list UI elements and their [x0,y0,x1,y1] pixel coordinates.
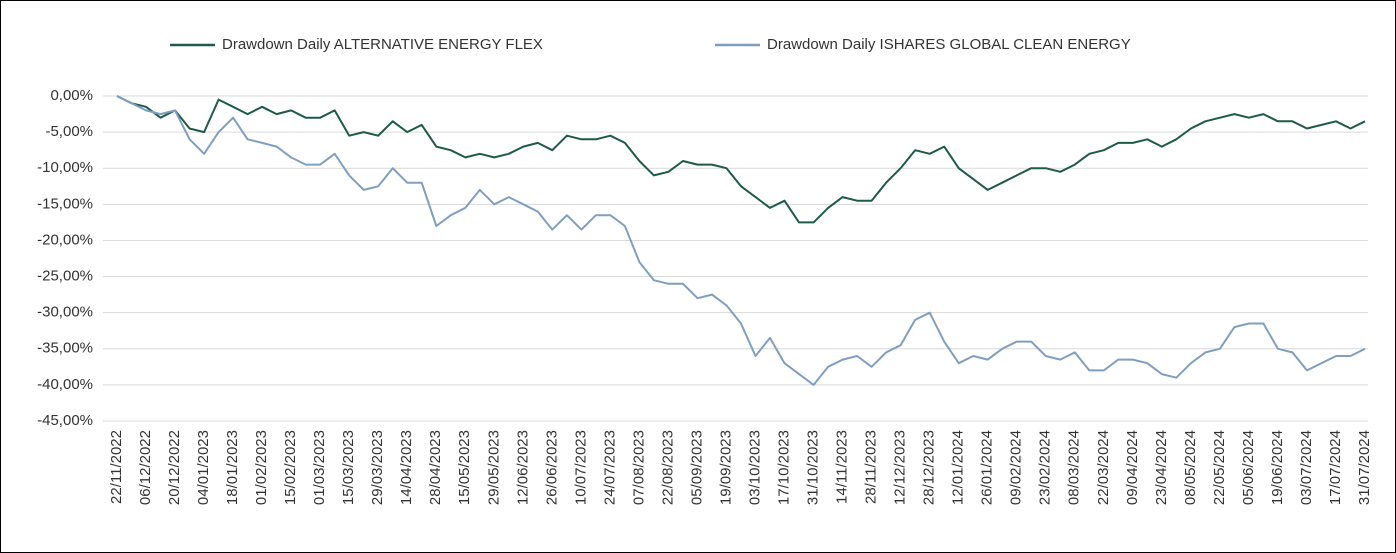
y-tick-label: -40,00% [37,376,93,393]
x-tick-label: 07/08/2023 [630,430,647,505]
x-tick-label: 31/10/2023 [805,430,822,505]
x-tick-label: 23/02/2024 [1037,430,1054,505]
x-tick-label: 20/12/2022 [166,430,183,505]
x-tick-label: 22/05/2024 [1211,430,1228,505]
x-tick-label: 18/01/2023 [224,430,241,505]
x-tick-label: 03/10/2023 [746,430,763,505]
legend-label: Drawdown Daily ISHARES GLOBAL CLEAN ENER… [767,36,1131,53]
x-tick-label: 22/11/2022 [108,430,125,504]
x-tick-label: 15/05/2023 [456,430,473,505]
y-tick-label: -30,00% [37,304,93,321]
series-line [116,95,1366,386]
x-tick-label: 06/12/2022 [137,430,154,505]
x-tick-label: 17/10/2023 [776,430,793,505]
x-tick-label: 26/01/2024 [979,430,996,505]
x-tick-label: 22/08/2023 [659,430,676,505]
x-tick-label: 26/06/2023 [543,430,560,505]
x-tick-label: 01/02/2023 [253,430,270,505]
x-tick-label: 12/06/2023 [514,430,531,505]
x-tick-label: 23/04/2024 [1153,430,1170,505]
x-tick-label: 19/09/2023 [717,430,734,505]
y-tick-label: -5,00% [45,123,93,140]
x-tick-label: 04/01/2023 [195,430,212,505]
x-tick-label: 14/11/2023 [834,430,851,504]
y-tick-label: -15,00% [37,195,93,212]
x-tick-label: 12/01/2024 [950,430,967,505]
x-tick-label: 10/07/2023 [572,430,589,505]
x-tick-label: 03/07/2024 [1298,430,1315,505]
x-tick-label: 22/03/2024 [1095,430,1112,505]
y-tick-label: -25,00% [37,268,93,285]
x-tick-label: 08/05/2024 [1182,430,1199,505]
x-tick-label: 09/02/2024 [1008,430,1025,505]
x-tick-label: 24/07/2023 [601,430,618,505]
x-tick-label: 29/05/2023 [485,430,502,505]
series-line [116,95,1366,224]
x-tick-label: 14/04/2023 [398,430,415,505]
x-tick-label: 08/03/2024 [1066,430,1083,505]
y-tick-label: -10,00% [37,159,93,176]
x-tick-label: 29/03/2023 [369,430,386,505]
y-tick-label: 0,00% [50,87,93,104]
x-tick-label: 15/03/2023 [340,430,357,505]
y-tick-label: -45,00% [37,412,93,429]
x-tick-label: 31/07/2024 [1356,430,1373,505]
x-tick-label: 05/06/2024 [1240,430,1257,505]
x-tick-label: 28/11/2023 [863,430,880,504]
legend-label: Drawdown Daily ALTERNATIVE ENERGY FLEX [222,36,543,53]
x-tick-label: 28/04/2023 [427,430,444,505]
x-tick-label: 28/12/2023 [921,430,938,505]
x-tick-label: 19/06/2024 [1269,430,1286,505]
x-tick-label: 15/02/2023 [282,430,299,505]
y-tick-label: -20,00% [37,231,93,248]
x-tick-label: 01/03/2023 [311,430,328,505]
y-tick-label: -35,00% [37,340,93,357]
x-tick-label: 17/07/2024 [1327,430,1344,505]
x-tick-label: 05/09/2023 [688,430,705,505]
x-tick-label: 12/12/2023 [892,430,909,505]
x-tick-label: 09/04/2024 [1124,430,1141,505]
